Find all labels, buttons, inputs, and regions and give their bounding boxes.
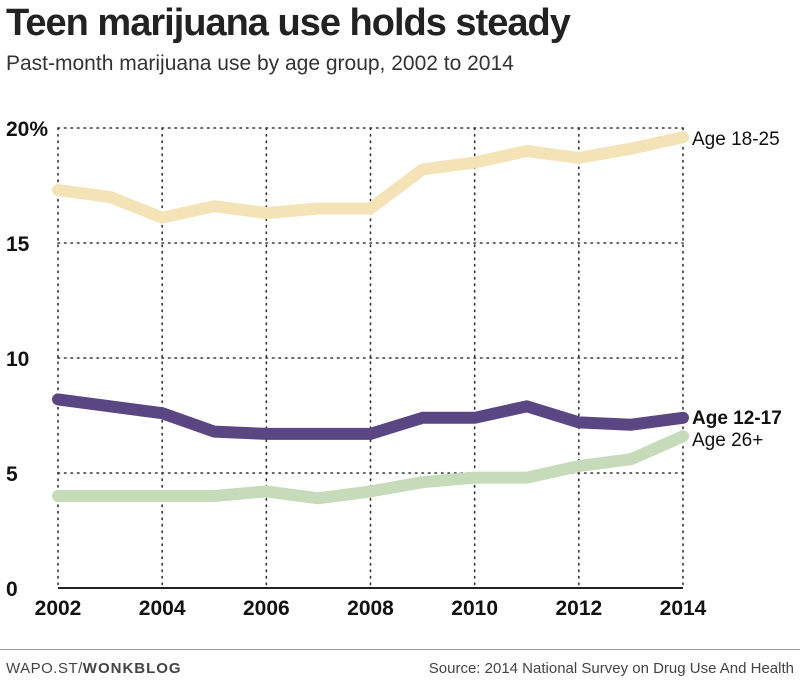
x-tick-label: 2004 — [139, 597, 186, 620]
credit-prefix: WAPO.ST/ — [6, 660, 83, 677]
series-label-age-26: Age 26+ — [692, 430, 763, 451]
series-label-age-18-25: Age 18-25 — [692, 129, 780, 150]
series-lines — [52, 131, 689, 505]
y-tick-label: 15 — [6, 233, 30, 256]
y-tick-label: 5 — [6, 463, 18, 486]
x-tick-label: 2012 — [555, 597, 602, 620]
grid — [57, 127, 684, 589]
footer-divider — [0, 649, 800, 650]
x-tick-label: 2006 — [243, 597, 290, 620]
chart-title: Teen marijuana use holds steady — [6, 2, 571, 44]
source-note: Source: 2014 National Survey on Drug Use… — [428, 660, 794, 677]
series-line-age-18-25 — [52, 131, 689, 224]
axis-ticks: 0 5 10 15 20% 2002 2004 2006 2008 2010 2012 2014 — [6, 118, 707, 620]
credit-brand: WONKBLOG — [82, 660, 182, 677]
x-tick-label: 2014 — [660, 597, 707, 620]
series-label-age-12-17: Age 12-17 — [692, 408, 782, 429]
y-tick-label: 10 — [6, 348, 29, 371]
y-tick-label: 0 — [6, 578, 18, 601]
series-line-age-26 — [52, 430, 689, 505]
x-tick-label: 2010 — [451, 597, 498, 620]
series-labels: Age 18-25 Age 26+Age 12-17 — [692, 129, 782, 451]
x-tick-label: 2002 — [35, 597, 82, 620]
line-chart: 0 5 10 15 20% 2002 2004 2006 2008 2010 2012 2014 Ag… — [6, 118, 782, 620]
series-line-age-12-17 — [52, 393, 689, 440]
credit-line: WAPO.ST/WONKBLOG — [6, 660, 182, 677]
chart-subtitle: Past-month marijuana use by age group, 2… — [6, 52, 514, 75]
y-tick-label: 20% — [6, 118, 48, 141]
x-tick-label: 2008 — [347, 597, 394, 620]
